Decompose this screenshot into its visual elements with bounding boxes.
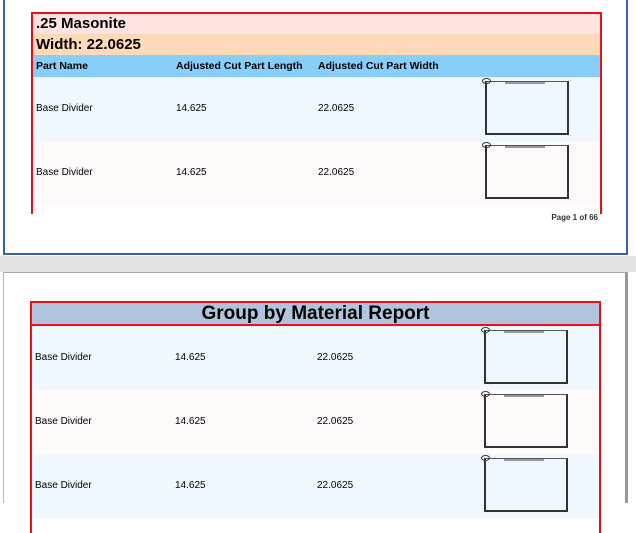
part-name: Base Divider: [35, 480, 92, 491]
material-group: .25 Masonite Width: 22.0625 Part Name Ad…: [31, 12, 602, 214]
col-width: Adjusted Cut Part Width: [318, 60, 439, 72]
part-width: 22.0625: [317, 416, 354, 427]
part-width: 22.0625: [318, 103, 355, 114]
part-length: 14.625: [176, 103, 207, 114]
table-row: Base Divider 14.625 22.0625: [33, 141, 600, 205]
table-row: Base Divider 14.625 22.0625: [32, 454, 599, 518]
page-separator: [0, 256, 636, 272]
part-drawing-image: [481, 327, 568, 384]
part-name: Base Divider: [35, 352, 92, 363]
part-width: 22.0625: [317, 480, 354, 491]
part-name: Base Divider: [35, 416, 92, 427]
part-width: 22.0625: [317, 352, 354, 363]
table-row: Base Divider 14.625 22.0625: [32, 390, 599, 454]
part-name: Base Divider: [36, 103, 93, 114]
part-drawing-image: [481, 455, 568, 512]
part-length: 14.625: [175, 352, 206, 363]
page-number: Page 1 of 66: [551, 213, 598, 222]
width-header: Width: 22.0625: [33, 34, 600, 55]
part-drawing-image: [481, 391, 568, 448]
col-length: Adjusted Cut Part Length: [176, 60, 303, 72]
part-drawing-image: [482, 142, 569, 199]
part-length: 14.625: [175, 416, 206, 427]
table-row: Base Divider 14.625 22.0625: [33, 77, 600, 141]
column-headers: Part Name Adjusted Cut Part Length Adjus…: [33, 55, 600, 77]
part-length: 14.625: [175, 480, 206, 491]
part-name: Base Divider: [36, 167, 93, 178]
report-title: Group by Material Report: [32, 303, 599, 326]
report-body: Group by Material Report Base Divider 14…: [30, 301, 601, 533]
col-part-name: Part Name: [36, 60, 88, 72]
material-header: .25 Masonite: [33, 14, 600, 34]
part-width: 22.0625: [318, 167, 355, 178]
part-drawing-image: [482, 78, 569, 135]
table-row: Base Divider 14.625 22.0625: [32, 326, 599, 390]
report-page-1: .25 Masonite Width: 22.0625 Part Name Ad…: [3, 0, 628, 255]
report-page-2: Group by Material Report Base Divider 14…: [3, 272, 628, 533]
part-length: 14.625: [176, 167, 207, 178]
